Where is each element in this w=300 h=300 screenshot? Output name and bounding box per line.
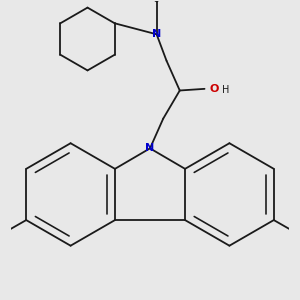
Text: N: N: [146, 143, 154, 153]
Text: O: O: [209, 84, 219, 94]
Text: H: H: [222, 85, 229, 95]
Text: N: N: [152, 29, 161, 39]
